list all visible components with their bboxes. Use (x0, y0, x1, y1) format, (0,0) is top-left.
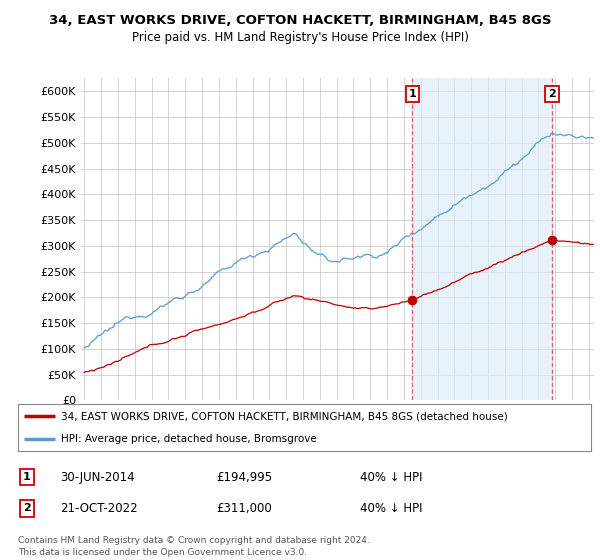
Text: Price paid vs. HM Land Registry's House Price Index (HPI): Price paid vs. HM Land Registry's House … (131, 31, 469, 44)
Text: 40% ↓ HPI: 40% ↓ HPI (360, 470, 422, 484)
Text: 2: 2 (548, 89, 556, 99)
Text: Contains HM Land Registry data © Crown copyright and database right 2024.
This d: Contains HM Land Registry data © Crown c… (18, 536, 370, 557)
Text: £311,000: £311,000 (216, 502, 272, 515)
Text: 2: 2 (23, 503, 31, 514)
Text: 1: 1 (23, 472, 31, 482)
Text: 34, EAST WORKS DRIVE, COFTON HACKETT, BIRMINGHAM, B45 8GS: 34, EAST WORKS DRIVE, COFTON HACKETT, BI… (49, 14, 551, 27)
Text: 34, EAST WORKS DRIVE, COFTON HACKETT, BIRMINGHAM, B45 8GS (detached house): 34, EAST WORKS DRIVE, COFTON HACKETT, BI… (61, 412, 508, 422)
Text: HPI: Average price, detached house, Bromsgrove: HPI: Average price, detached house, Brom… (61, 433, 317, 444)
Text: 30-JUN-2014: 30-JUN-2014 (60, 470, 134, 484)
Text: 21-OCT-2022: 21-OCT-2022 (60, 502, 137, 515)
Text: 1: 1 (409, 89, 416, 99)
Bar (412, 78, 552, 400)
Text: £194,995: £194,995 (216, 470, 272, 484)
Text: 40% ↓ HPI: 40% ↓ HPI (360, 502, 422, 515)
